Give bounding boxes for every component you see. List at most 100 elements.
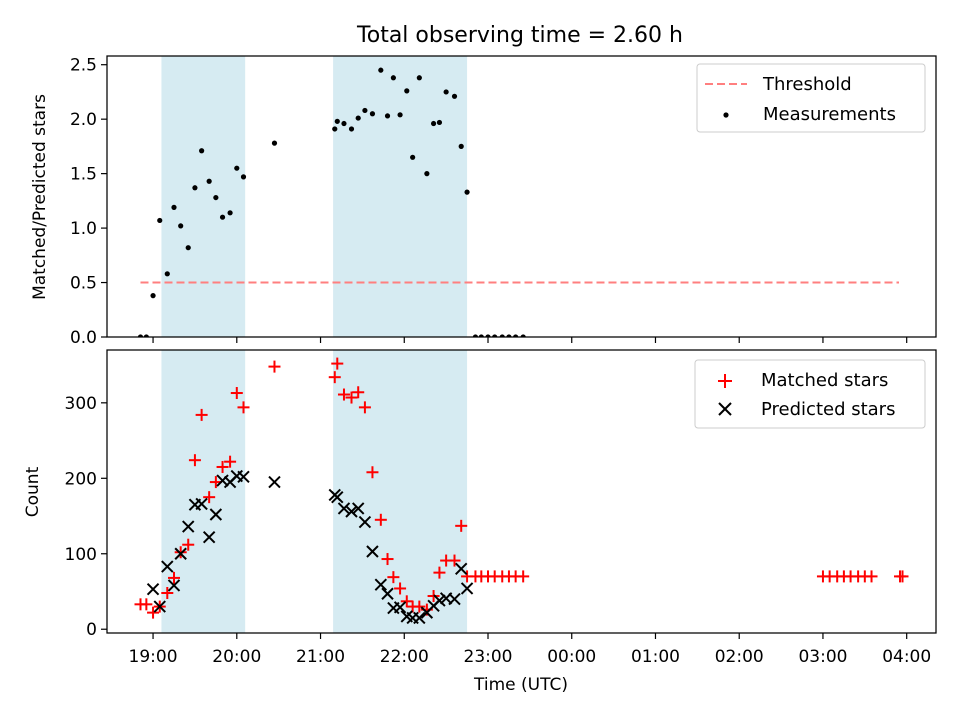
measurement-point (416, 75, 422, 81)
top-x-ticks (152, 337, 908, 343)
matched-star-point (224, 455, 237, 468)
measurement-point (332, 126, 338, 132)
matched-star-point (455, 519, 468, 532)
legend-measurements-label: Measurements (763, 104, 896, 125)
x-tick-label: 21:00 (296, 647, 345, 667)
matched-star-point (331, 357, 344, 370)
predicted-star-point (195, 497, 208, 511)
top-legend-box (696, 63, 926, 133)
measurement-point (150, 293, 156, 299)
measurement-point (430, 120, 437, 127)
measurement-point (157, 217, 163, 224)
matched-star-point (167, 571, 180, 584)
measurement-point (390, 75, 396, 81)
measurement-point (384, 113, 391, 119)
predicted-star-point (448, 592, 461, 606)
measurement-point (506, 334, 512, 337)
bottom-shaded-intervals (161, 350, 468, 633)
measurement-point (341, 120, 347, 127)
matched-star-point (394, 582, 407, 595)
matched-star-point (161, 587, 174, 600)
x-tick-label: 01:00 (631, 647, 680, 667)
predicted-star-point (352, 502, 365, 515)
predicted-star-point (209, 508, 223, 521)
bottom-panel: 0 100 200 300 19:00 20:00 21:00 22:00 23:00 00:0… (23, 349, 937, 695)
measurement-point (355, 115, 361, 121)
measurement-point (424, 171, 430, 177)
matched-star-point (433, 566, 446, 579)
y-tick-label: 300 (65, 394, 97, 414)
matched-star-point (896, 570, 909, 583)
bottom-x-ticks: 19:00 20:00 21:00 22:00 23:00 00:00 01:00 02:00… (129, 633, 931, 667)
measurement-point (192, 185, 198, 191)
matched-star-point (188, 454, 201, 467)
x-tick-label: 02:00 (715, 647, 764, 667)
x-tick-label: 22:00 (380, 647, 429, 667)
legend-predicted-label: Predicted stars (761, 399, 895, 420)
y-tick-label: 100 (65, 545, 97, 565)
matched-star-point (413, 600, 426, 613)
shaded-interval-0 (161, 56, 246, 337)
measurement-point (362, 107, 368, 114)
predicted-star-point (202, 530, 216, 544)
matched-star-point (387, 571, 400, 584)
predicted-star-point (161, 560, 174, 573)
legend-matched-label: Matched stars (761, 370, 888, 391)
predicted-star-point (366, 545, 379, 558)
measurement-point (378, 67, 384, 73)
measurement-point (206, 178, 212, 184)
matched-star-point (237, 401, 250, 414)
measurement-point (451, 93, 458, 99)
bottom-legend-box (694, 359, 926, 429)
x-axis-label: Time (UTC) (473, 675, 568, 695)
measurement-point (178, 223, 184, 229)
matched-star-point (203, 491, 216, 504)
x-tick-label: 00:00 (547, 647, 596, 667)
measurement-point (219, 214, 226, 220)
legend-predicted-swatch (718, 402, 732, 416)
measurement-point (334, 118, 340, 124)
shaded-interval-1 (333, 56, 468, 337)
x-tick-label: 20:00 (212, 647, 261, 667)
matched-star-point (182, 538, 195, 551)
measurement-point (397, 112, 403, 118)
measurement-point (513, 334, 519, 337)
figure-title: Total observing time = 2.60 h (356, 23, 683, 48)
matched-star-point (337, 388, 350, 401)
predicted-star-point (460, 582, 474, 595)
legend-matched-swatch (718, 374, 732, 388)
measurement-point (164, 271, 170, 277)
measurement-point (234, 165, 240, 171)
top-panel: 0.0 0.5 1.0 1.5 2.0 2.5 Matched/Predicted sta… (30, 55, 937, 348)
matched-star-point (230, 387, 243, 400)
bottom-y-axis-label: Count (23, 466, 43, 517)
measurement-point (485, 334, 491, 337)
matched-star-point (328, 371, 341, 384)
measurement-point (478, 334, 484, 337)
top-y-ticks: 0.0 0.5 1.0 1.5 2.0 2.5 (70, 56, 107, 348)
measurement-point (492, 334, 498, 337)
matched-star-point (140, 598, 153, 611)
measurement-point (499, 334, 505, 337)
bottom-legend: Matched stars Predicted stars (694, 359, 926, 429)
top-y-axis-label: Matched/Predicted stars (30, 94, 50, 300)
x-tick-label: 23:00 (464, 647, 513, 667)
y-tick-label: 2.5 (70, 56, 97, 76)
predicted-star-point (268, 475, 281, 489)
measurement-point (436, 119, 443, 126)
matched-star-point (195, 408, 208, 421)
predicted-star-point (153, 600, 166, 613)
predicted-star-point (345, 505, 358, 518)
measurement-point (240, 174, 247, 180)
predicted-star-point (331, 490, 344, 504)
measurement-point (410, 154, 416, 160)
predicted-star-point (167, 579, 181, 592)
predicted-star-point (393, 601, 407, 614)
legend-threshold-label: Threshold (762, 74, 852, 95)
matched-star-point (448, 554, 461, 567)
y-tick-label: 0 (86, 620, 97, 640)
measurement-point (464, 189, 470, 195)
measurement-point (458, 143, 464, 149)
x-tick-label: 19:00 (129, 647, 178, 667)
